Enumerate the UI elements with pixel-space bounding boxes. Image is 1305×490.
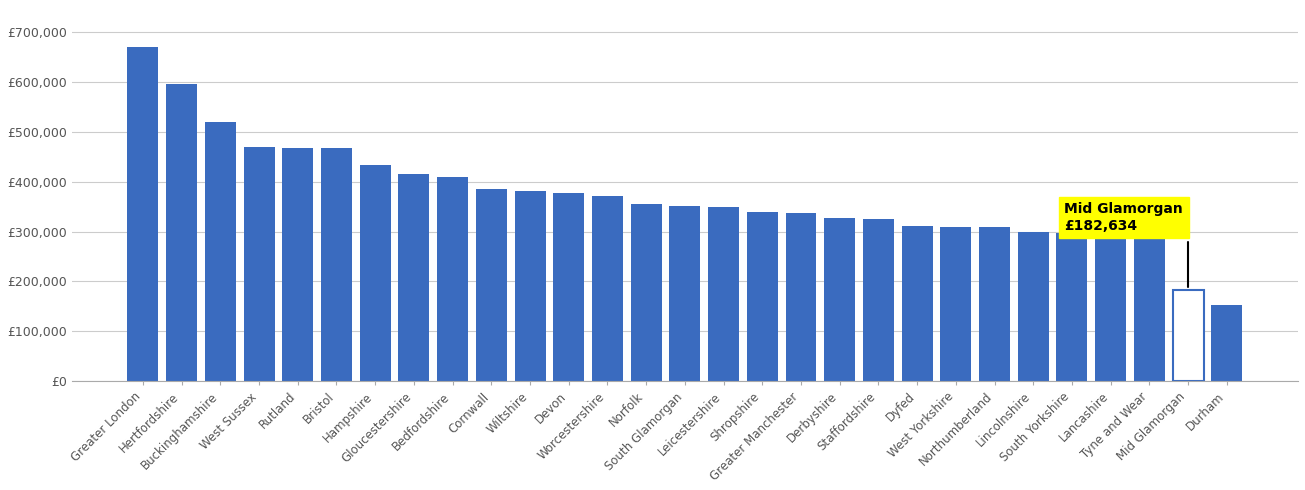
Bar: [166, 84, 197, 381]
Bar: [786, 213, 817, 381]
Bar: [592, 196, 622, 381]
Bar: [1134, 235, 1165, 381]
Bar: [709, 207, 739, 381]
Bar: [360, 165, 390, 381]
Bar: [553, 193, 585, 381]
Bar: [1173, 290, 1203, 381]
Bar: [205, 122, 236, 381]
Bar: [746, 212, 778, 381]
Bar: [321, 148, 352, 381]
Bar: [825, 218, 855, 381]
Bar: [630, 204, 662, 381]
Text: Mid Glamorgan
£182,634: Mid Glamorgan £182,634: [1065, 202, 1188, 287]
Bar: [398, 174, 429, 381]
Bar: [1057, 233, 1087, 381]
Bar: [979, 226, 1010, 381]
Bar: [514, 191, 545, 381]
Bar: [437, 176, 468, 381]
Bar: [941, 226, 971, 381]
Bar: [128, 47, 158, 381]
Bar: [282, 147, 313, 381]
Bar: [1211, 305, 1242, 381]
Bar: [1095, 235, 1126, 381]
Bar: [244, 147, 274, 381]
Bar: [902, 225, 933, 381]
Bar: [669, 206, 701, 381]
Bar: [863, 219, 894, 381]
Bar: [1018, 231, 1049, 381]
Bar: [476, 189, 506, 381]
